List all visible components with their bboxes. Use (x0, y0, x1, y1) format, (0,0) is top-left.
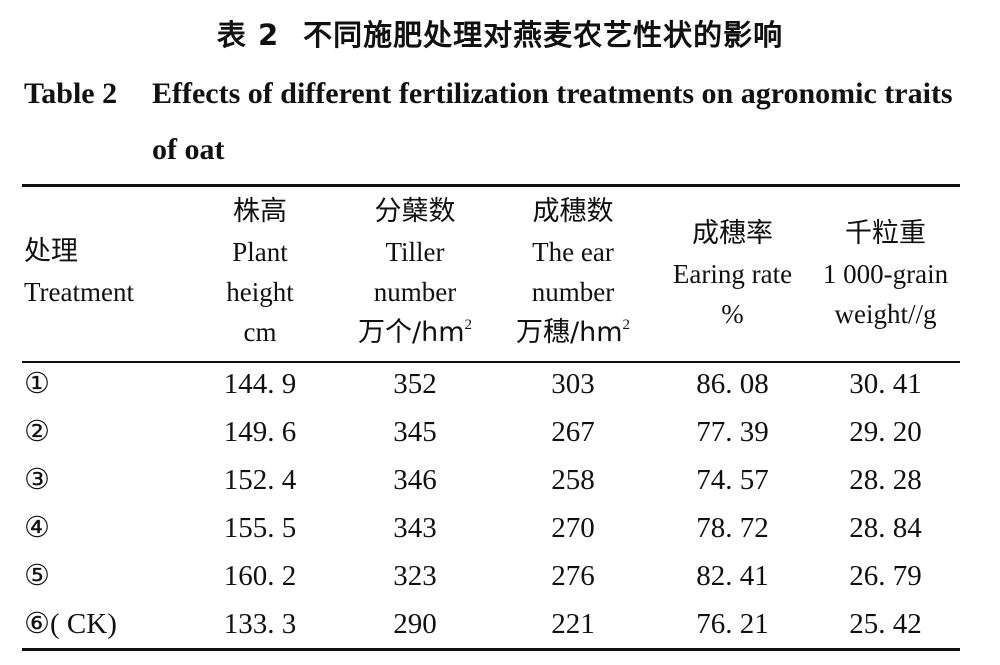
cell-plant-height: 160. 2 (223, 560, 297, 592)
header-ear-number-cn: 成穗数 (532, 196, 614, 227)
cell-grain-weight: 28. 28 (849, 464, 922, 496)
cell-treatment: ⑤ (24, 560, 50, 592)
header-treatment-en: Treatment (24, 277, 134, 307)
cell-treatment: ④ (24, 512, 50, 544)
cell-tiller-number: 323 (393, 560, 437, 592)
table-row: ④ 155. 5 343 270 78. 72 28. 84 (0, 504, 1000, 552)
cell-grain-weight: 25. 42 (849, 608, 922, 640)
cell-ear-number: 276 (551, 560, 595, 592)
header-ear-number-en1: The ear (532, 237, 614, 267)
header-grain-weight-en2: weight//g (834, 299, 937, 329)
cell-plant-height: 155. 5 (223, 512, 297, 544)
cell-plant-height: 152. 4 (223, 464, 297, 496)
header-earing-rate-unit: % (721, 299, 744, 329)
header-treatment-cn: 处理 (24, 236, 78, 267)
cell-grain-weight: 28. 84 (849, 512, 922, 544)
header-tiller-number-unit: 万个/hm2 (357, 317, 472, 348)
cell-treatment: ⑥( CK) (24, 608, 117, 640)
cell-tiller-number: 290 (393, 608, 437, 640)
header-rule (22, 361, 960, 363)
cell-tiller-number: 346 (393, 464, 437, 496)
header-ear-number-en2: number (531, 277, 615, 307)
cell-ear-number: 221 (551, 608, 595, 640)
header-earing-rate: 成穗率 Earing rate % (660, 214, 805, 334)
header-plant-height-unit: cm (243, 317, 277, 347)
table-caption-cn: 表 2 不同施肥处理对燕麦农艺性状的影响 (0, 12, 1000, 54)
caption-en-title: Effects of different fertilization treat… (152, 77, 953, 166)
header-tiller-number-en1: Tiller (385, 237, 445, 267)
header-plant-height-en2: height (226, 277, 294, 307)
header-grain-weight-en1: 1 000-grain (822, 259, 949, 289)
table-row: ② 149. 6 345 267 77. 39 29. 20 (0, 408, 1000, 456)
header-grain-weight-cn: 千粒重 (845, 218, 926, 249)
header-tiller-number-cn: 分蘖数 (374, 196, 456, 227)
header-tiller-number: 分蘖数 Tiller number 万个/hm2 (340, 192, 490, 353)
header-plant-height: 株高 Plant height cm (195, 192, 325, 352)
cell-grain-weight: 26. 79 (849, 560, 922, 592)
cell-tiller-number: 352 (393, 368, 437, 400)
cell-grain-weight: 29. 20 (849, 416, 922, 448)
cell-plant-height: 149. 6 (223, 416, 297, 448)
header-plant-height-en1: Plant (232, 237, 288, 267)
cell-grain-weight: 30. 41 (849, 368, 922, 400)
header-plant-height-cn: 株高 (233, 196, 287, 227)
cell-plant-height: 144. 9 (223, 368, 297, 400)
cell-ear-number: 267 (551, 416, 595, 448)
header-tiller-number-en2: number (373, 277, 457, 307)
cell-tiller-number: 343 (393, 512, 437, 544)
cell-treatment: ② (24, 416, 50, 448)
header-ear-number-unit: 万穗/hm2 (515, 317, 630, 348)
header-treatment: 处理 Treatment (24, 232, 154, 312)
header-ear-number: 成穗数 The ear number 万穗/hm2 (498, 192, 648, 353)
cell-earing-rate: 86. 08 (696, 368, 769, 400)
cell-plant-height: 133. 3 (223, 608, 297, 640)
cell-treatment: ① (24, 368, 50, 400)
table-caption-en: Table 2 Effects of different fertilizati… (24, 66, 974, 178)
cell-ear-number: 258 (551, 464, 595, 496)
cell-earing-rate: 76. 21 (696, 608, 769, 640)
cell-earing-rate: 78. 72 (696, 512, 769, 544)
top-rule (22, 184, 960, 187)
table-row: ③ 152. 4 346 258 74. 57 28. 28 (0, 456, 1000, 504)
bottom-rule (22, 648, 960, 651)
cell-earing-rate: 77. 39 (696, 416, 769, 448)
caption-en-label: Table 2 (24, 77, 118, 110)
cell-earing-rate: 82. 41 (696, 560, 769, 592)
cell-ear-number: 303 (551, 368, 595, 400)
caption-cn-label: 表 2 (216, 18, 280, 52)
table-row: ⑥( CK) 133. 3 290 221 76. 21 25. 42 (0, 600, 1000, 648)
cell-ear-number: 270 (551, 512, 595, 544)
table-row: ⑤ 160. 2 323 276 82. 41 26. 79 (0, 552, 1000, 600)
header-earing-rate-en: Earing rate (672, 259, 793, 289)
header-grain-weight: 千粒重 1 000-grain weight//g (808, 214, 963, 334)
cell-treatment: ③ (24, 464, 50, 496)
cell-earing-rate: 74. 57 (696, 464, 769, 496)
cell-tiller-number: 345 (393, 416, 437, 448)
caption-cn-title: 不同施肥处理对燕麦农艺性状的影响 (303, 18, 784, 52)
header-earing-rate-cn: 成穗率 (692, 218, 773, 249)
table-row: ① 144. 9 352 303 86. 08 30. 41 (0, 360, 1000, 408)
